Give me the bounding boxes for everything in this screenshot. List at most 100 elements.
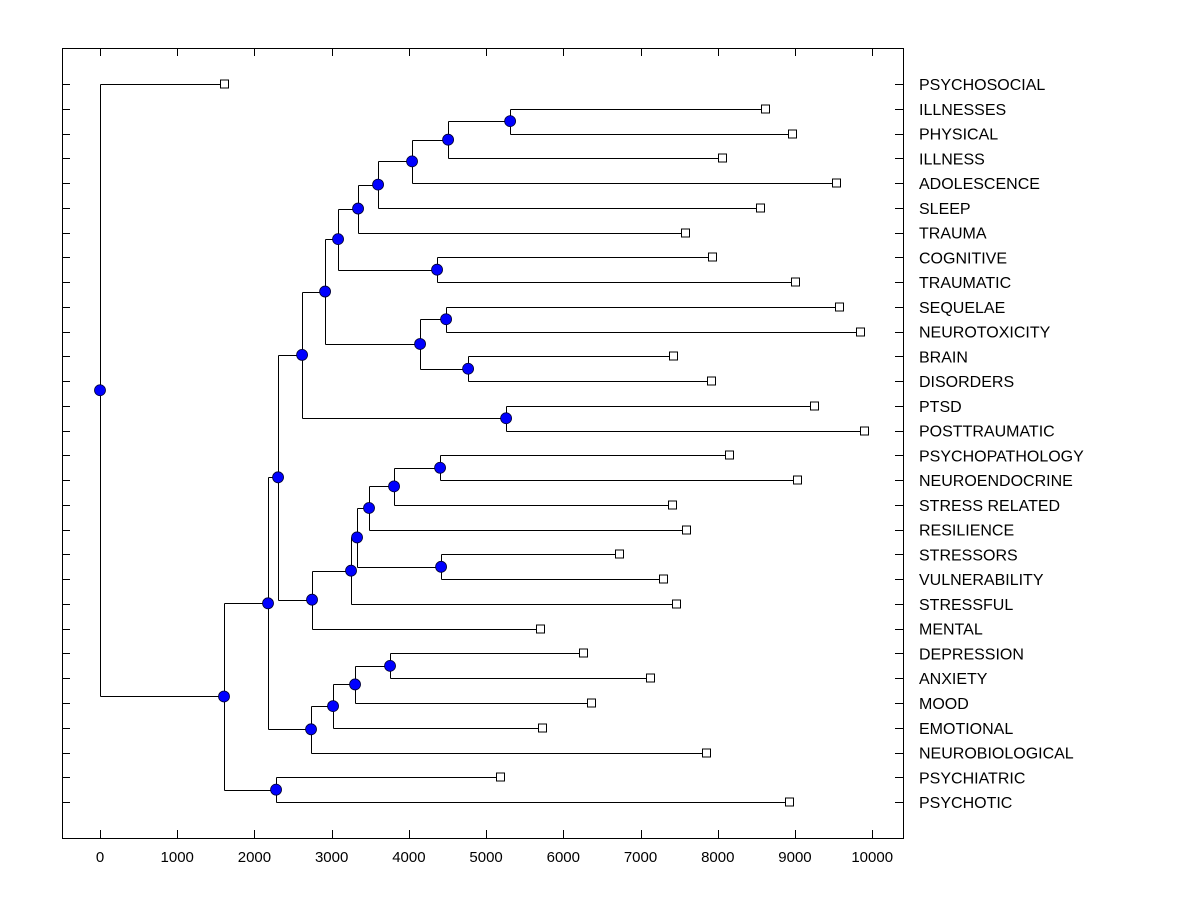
x-tick-label: 9000 xyxy=(778,849,811,866)
x-tick-label: 4000 xyxy=(392,849,425,866)
leaf-labels: PSYCHOSOCIAL ILLNESSES PHYSICAL ILLNESS ADOL… xyxy=(919,77,1084,812)
leaf-marker xyxy=(538,723,547,733)
merge-node xyxy=(442,133,455,146)
leaf-marker xyxy=(615,549,624,559)
merge-node xyxy=(500,412,512,425)
merge-node xyxy=(351,531,363,544)
merge-node xyxy=(296,349,308,361)
leaf-marker xyxy=(682,525,691,535)
leaf-label: PSYCHOPATHOLOGY xyxy=(919,448,1084,465)
axis-ticks xyxy=(62,48,903,838)
leaf-label: TRAUMA xyxy=(919,226,987,243)
leaf-label: COGNITIVE xyxy=(919,250,1007,267)
merge-node xyxy=(372,178,384,191)
leaf-marker xyxy=(810,401,819,411)
leaf-label: ANXIETY xyxy=(919,671,988,688)
leaf-label: DEPRESSION xyxy=(919,646,1024,663)
x-axis-tick-labels: 0 1000 2000 3000 4000 5000 6000 7000 8000 9000 100… xyxy=(96,849,893,866)
leaf-markers xyxy=(220,79,869,807)
merge-node xyxy=(434,461,446,474)
merge-nodes xyxy=(94,115,517,796)
leaf-label: PHYSICAL xyxy=(919,127,998,144)
merge-node xyxy=(352,202,364,215)
leaf-label: SLEEP xyxy=(919,201,971,218)
leaf-marker xyxy=(785,797,794,807)
leaf-marker xyxy=(708,252,717,262)
leaf-marker xyxy=(793,475,802,485)
merge-node xyxy=(306,593,318,606)
leaf-marker xyxy=(579,648,588,658)
leaf-label: VULNERABILITY xyxy=(919,572,1044,589)
leaf-label: SEQUELAE xyxy=(919,300,1005,317)
leaf-label: MOOD xyxy=(919,696,969,713)
merge-node xyxy=(345,564,357,577)
x-tick-label: 1000 xyxy=(161,849,194,866)
leaf-marker xyxy=(860,426,869,436)
merge-node xyxy=(504,115,517,128)
merge-node xyxy=(384,659,396,672)
merge-node xyxy=(435,560,447,573)
merge-node xyxy=(332,233,344,246)
leaf-label: ILLNESS xyxy=(919,151,985,168)
leaf-label: TRAUMATIC xyxy=(919,275,1011,292)
x-tick-label: 2000 xyxy=(238,849,271,866)
leaf-marker xyxy=(707,376,716,386)
leaf-label: NEUROTOXICITY xyxy=(919,325,1051,342)
merge-node xyxy=(270,783,282,796)
leaf-marker xyxy=(756,203,765,213)
leaf-marker xyxy=(718,153,727,163)
merge-node xyxy=(349,678,361,691)
leaf-marker xyxy=(496,772,505,782)
leaf-label: STRESS RELATED xyxy=(919,498,1060,515)
leaf-label: PSYCHOSOCIAL xyxy=(919,77,1045,94)
leaf-marker xyxy=(856,327,865,337)
merge-node xyxy=(327,700,339,712)
x-tick-label: 5000 xyxy=(469,849,502,866)
leaf-label: EMOTIONAL xyxy=(919,721,1013,738)
leaf-label: STRESSFUL xyxy=(919,597,1013,614)
merge-node xyxy=(218,690,230,703)
leaf-marker xyxy=(220,79,229,89)
leaf-label: MENTAL xyxy=(919,622,983,639)
merge-node xyxy=(406,155,418,168)
plot-frame xyxy=(62,48,904,839)
leaf-marker xyxy=(669,351,678,361)
leaf-label: ILLNESSES xyxy=(919,102,1006,119)
leaf-marker xyxy=(672,599,681,609)
leaf-marker xyxy=(536,624,545,634)
leaf-label: RESILIENCE xyxy=(919,523,1014,540)
dendrogram-links xyxy=(100,84,865,803)
leaf-label: ADOLESCENCE xyxy=(919,176,1040,193)
leaf-marker xyxy=(788,129,797,139)
leaf-marker xyxy=(725,450,734,460)
merge-node xyxy=(305,723,317,736)
merge-node xyxy=(319,285,331,298)
x-tick-label: 3000 xyxy=(315,849,348,866)
merge-node xyxy=(431,263,443,276)
leaf-label: PSYCHIATRIC xyxy=(919,770,1025,787)
leaf-marker xyxy=(832,178,841,188)
leaf-label: BRAIN xyxy=(919,349,968,366)
leaf-marker xyxy=(587,698,596,708)
leaf-marker xyxy=(835,302,844,312)
leaf-marker xyxy=(668,500,677,510)
leaf-marker xyxy=(681,228,690,238)
leaf-marker xyxy=(659,574,668,584)
leaf-marker xyxy=(791,277,800,287)
leaf-label: PSYCHOTIC xyxy=(919,795,1012,812)
x-tick-label: 10000 xyxy=(851,849,893,866)
x-tick-label: 8000 xyxy=(701,849,734,866)
leaf-label: NEUROBIOLOGICAL xyxy=(919,746,1074,763)
merge-node xyxy=(94,384,106,397)
leaf-marker xyxy=(702,748,711,758)
merge-node xyxy=(462,362,475,375)
merge-node xyxy=(440,313,453,326)
leaf-label: STRESSORS xyxy=(919,547,1018,564)
leaf-label: DISORDERS xyxy=(919,374,1014,391)
merge-node xyxy=(414,338,426,350)
merge-node xyxy=(262,597,274,610)
merge-node xyxy=(388,480,400,493)
leaf-marker xyxy=(646,673,655,683)
leaf-label: POSTTRAUMATIC xyxy=(919,424,1055,441)
